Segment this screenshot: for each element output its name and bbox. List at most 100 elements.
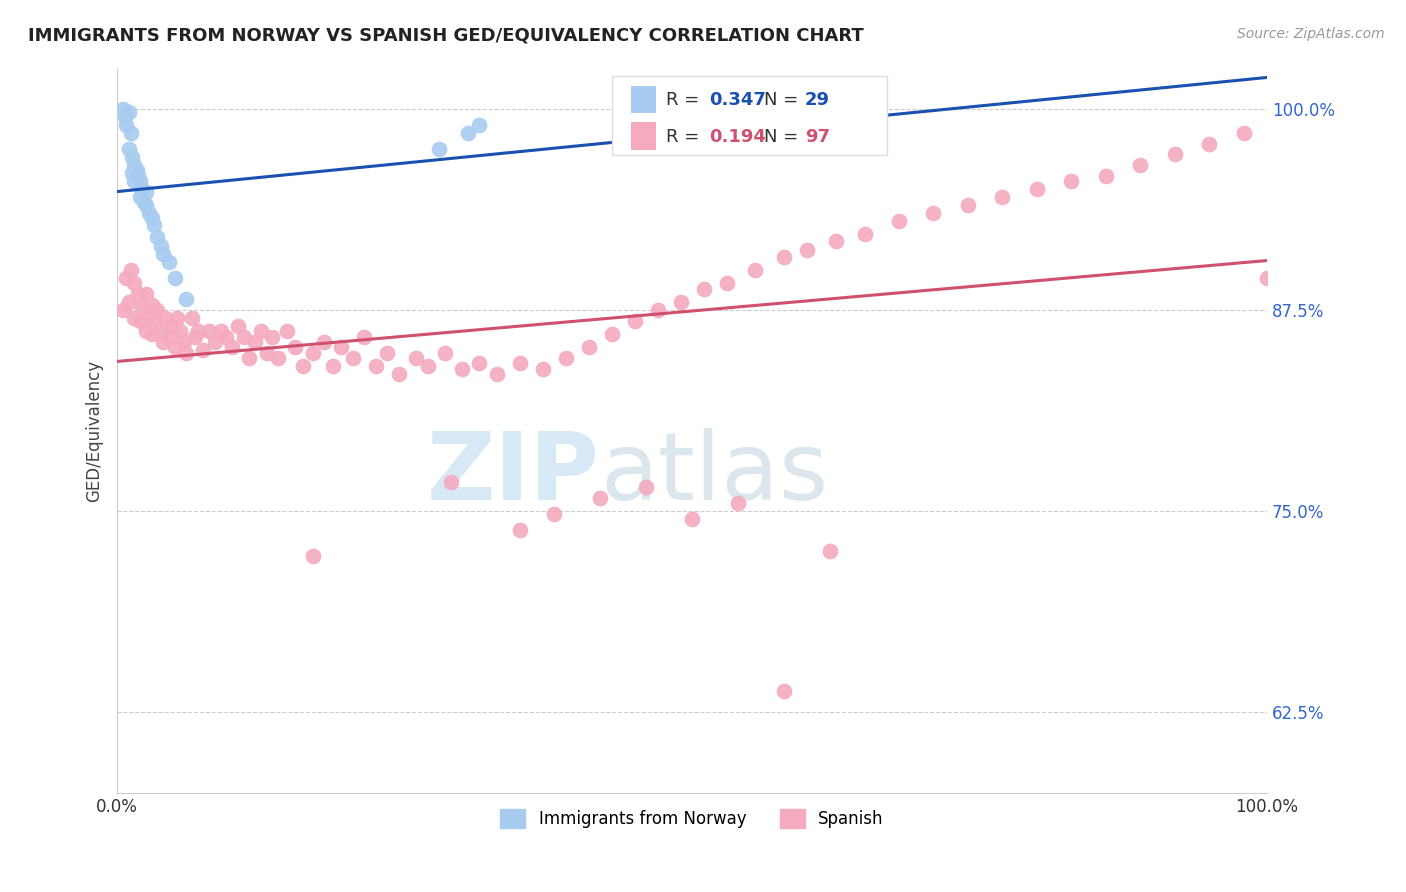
- Point: [991, 190, 1014, 204]
- Point: [301, 549, 323, 563]
- Point: [692, 282, 714, 296]
- Point: [1026, 182, 1049, 196]
- Legend: Immigrants from Norway, Spanish: Immigrants from Norway, Spanish: [494, 803, 890, 835]
- Point: [439, 475, 461, 489]
- Point: [468, 118, 491, 132]
- Point: [127, 169, 149, 184]
- Point: [111, 302, 134, 317]
- Point: [174, 292, 197, 306]
- Point: [853, 227, 876, 242]
- Point: [152, 334, 174, 349]
- Y-axis label: GED/Equivalency: GED/Equivalency: [86, 359, 103, 501]
- Point: [121, 166, 143, 180]
- Point: [314, 334, 336, 349]
- Point: [131, 301, 153, 316]
- Point: [173, 334, 195, 349]
- Point: [623, 314, 645, 328]
- Point: [124, 276, 146, 290]
- Point: [433, 346, 456, 360]
- Point: [120, 126, 142, 140]
- Point: [141, 326, 163, 341]
- Point: [342, 351, 364, 366]
- Point: [118, 294, 141, 309]
- Point: [292, 359, 315, 374]
- Point: [887, 214, 910, 228]
- Point: [135, 198, 157, 212]
- Point: [405, 351, 427, 366]
- Point: [162, 318, 184, 333]
- Point: [509, 356, 531, 370]
- Point: [647, 302, 669, 317]
- Point: [681, 512, 703, 526]
- Point: [468, 356, 491, 370]
- Point: [226, 318, 249, 333]
- Point: [416, 359, 439, 374]
- Point: [531, 362, 554, 376]
- Point: [1095, 169, 1118, 184]
- Point: [124, 174, 146, 188]
- Point: [166, 310, 188, 325]
- Point: [1256, 270, 1278, 285]
- Point: [129, 314, 152, 328]
- Point: [267, 351, 290, 366]
- Point: [149, 324, 172, 338]
- Point: [1060, 174, 1083, 188]
- Point: [554, 351, 576, 366]
- Point: [131, 182, 153, 196]
- Text: ZIP: ZIP: [427, 428, 600, 520]
- Point: [377, 346, 399, 360]
- Point: [149, 238, 172, 252]
- Point: [135, 286, 157, 301]
- Point: [727, 496, 749, 510]
- Text: Source: ZipAtlas.com: Source: ZipAtlas.com: [1237, 27, 1385, 41]
- Point: [169, 324, 191, 338]
- FancyBboxPatch shape: [631, 122, 657, 150]
- Point: [243, 334, 266, 349]
- Point: [744, 262, 766, 277]
- Point: [135, 324, 157, 338]
- Point: [114, 110, 136, 124]
- Point: [125, 162, 148, 177]
- Text: 0.194: 0.194: [709, 128, 766, 145]
- Text: R =: R =: [665, 128, 704, 145]
- Point: [127, 286, 149, 301]
- Point: [330, 340, 353, 354]
- Point: [135, 186, 157, 200]
- Point: [773, 684, 796, 698]
- Point: [796, 244, 818, 258]
- Point: [669, 294, 692, 309]
- Point: [120, 262, 142, 277]
- Point: [181, 310, 204, 325]
- Point: [163, 270, 186, 285]
- Point: [163, 340, 186, 354]
- Point: [209, 324, 232, 338]
- Point: [509, 524, 531, 538]
- Point: [115, 270, 138, 285]
- Point: [155, 310, 177, 325]
- FancyBboxPatch shape: [612, 76, 887, 155]
- Point: [322, 359, 344, 374]
- Point: [138, 308, 160, 322]
- Point: [152, 246, 174, 260]
- Point: [716, 276, 738, 290]
- Point: [193, 343, 215, 358]
- Point: [262, 330, 284, 344]
- Point: [132, 195, 155, 210]
- Point: [138, 206, 160, 220]
- Point: [141, 298, 163, 312]
- Point: [118, 105, 141, 120]
- Point: [543, 508, 565, 522]
- Point: [578, 340, 600, 354]
- Point: [118, 142, 141, 156]
- Point: [238, 351, 260, 366]
- Point: [301, 346, 323, 360]
- Point: [388, 368, 411, 382]
- Point: [1233, 126, 1256, 140]
- Point: [1129, 158, 1152, 172]
- Point: [187, 324, 209, 338]
- Point: [124, 310, 146, 325]
- Point: [451, 362, 474, 376]
- Point: [115, 118, 138, 132]
- Point: [956, 198, 979, 212]
- Point: [141, 211, 163, 226]
